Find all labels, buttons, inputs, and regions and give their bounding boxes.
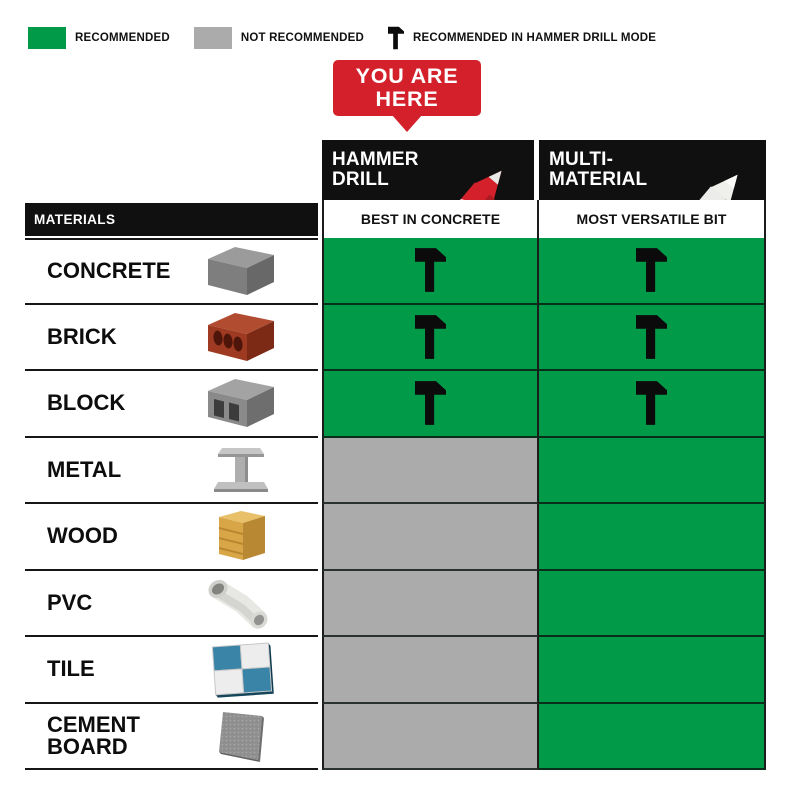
- cement-board-icon: [219, 711, 264, 762]
- material-row-cement-board: CEMENT BOARD: [25, 703, 318, 770]
- hammer-mode-icon: [636, 314, 667, 359]
- materials-header-row: MATERIALS: [25, 200, 318, 238]
- cell-wood-hammer-drill: [322, 504, 539, 571]
- material-label: TILE: [47, 656, 95, 682]
- legend: RECOMMENDED NOT RECOMMENDED RECOMMENDED …: [28, 26, 680, 50]
- material-row-block: BLOCK: [25, 371, 318, 438]
- material-row-brick: BRICK: [25, 304, 318, 371]
- cell-pvc-hammer-drill: [322, 570, 539, 637]
- hammer-mode-icon: [415, 248, 446, 293]
- not-recommended-swatch: [193, 27, 232, 49]
- wood-block-icon: [219, 511, 265, 561]
- cell-cement-board-hammer-drill: [322, 703, 539, 770]
- brick-icon: [208, 312, 274, 361]
- legend-label: RECOMMENDED: [75, 32, 170, 44]
- pvc-fitting-icon: [208, 579, 268, 629]
- cell-cement-board-multi-material: [539, 703, 766, 770]
- hammer-mode-icon: [415, 381, 446, 426]
- legend-item-recommended: RECOMMENDED: [28, 27, 170, 49]
- material-label: METAL: [47, 456, 122, 482]
- cell-tile-multi-material: [539, 637, 766, 704]
- material-row-metal: METAL: [25, 437, 318, 504]
- concrete-icon: [208, 247, 274, 296]
- i-beam-icon: [214, 447, 268, 492]
- legend-label: NOT RECOMMENDED: [240, 32, 364, 44]
- material-row-tile: TILE: [25, 637, 318, 704]
- you-are-here-label: YOU ARE HERE: [355, 64, 459, 111]
- cell-block-hammer-drill: [322, 371, 539, 438]
- cell-block-multi-material: [539, 371, 766, 438]
- cell-concrete-hammer-drill: [322, 238, 539, 305]
- tile-icon: [211, 642, 274, 698]
- legend-item-hammer-mode: RECOMMENDED IN HAMMER DRILL MODE: [387, 26, 657, 50]
- material-row-wood: WOOD: [25, 504, 318, 571]
- cell-wood-multi-material: [539, 504, 766, 571]
- material-label: BLOCK: [47, 390, 126, 416]
- material-label: CEMENT BOARD: [47, 711, 140, 759]
- multi-material-bit-image: [640, 174, 738, 200]
- cell-pvc-multi-material: [539, 570, 766, 637]
- material-label: PVC: [47, 589, 93, 615]
- hammer-mode-icon: [415, 314, 446, 359]
- cell-tile-hammer-drill: [322, 637, 539, 704]
- legend-label: RECOMMENDED IN HAMMER DRILL MODE: [412, 32, 657, 44]
- column-header-multi-material: MULTI-MATERIAL: [539, 140, 766, 200]
- column-title: MULTI-MATERIAL: [549, 148, 648, 190]
- material-label: BRICK: [47, 323, 117, 349]
- subtitle-multi-material: MOST VERSATILE BIT: [539, 200, 766, 238]
- material-label: WOOD: [47, 523, 118, 549]
- table-corner-spacer: [25, 140, 318, 200]
- hammer-icon: [387, 26, 404, 50]
- materials-header: MATERIALS: [25, 202, 318, 236]
- legend-item-not-recommended: NOT RECOMMENDED: [193, 27, 364, 49]
- material-row-pvc: PVC: [25, 570, 318, 637]
- cinder-block-icon: [208, 379, 274, 428]
- material-row-concrete: CONCRETE: [25, 238, 318, 305]
- column-title: HAMMER DRILL: [332, 148, 419, 190]
- hammer-mode-icon: [636, 248, 667, 293]
- you-are-here-badge: YOU ARE HERE: [333, 60, 481, 132]
- cell-brick-multi-material: [539, 304, 766, 371]
- material-label: CONCRETE: [47, 258, 171, 284]
- column-header-hammer-drill: HAMMER DRILL: [322, 140, 534, 200]
- hammer-mode-icon: [636, 381, 667, 426]
- hammer-drill-bit-image: [404, 170, 502, 200]
- cell-metal-multi-material: [539, 437, 766, 504]
- recommended-swatch: [28, 27, 66, 49]
- cell-brick-hammer-drill: [322, 304, 539, 371]
- subtitle-hammer-drill: BEST IN CONCRETE: [322, 200, 539, 238]
- cell-metal-hammer-drill: [322, 437, 539, 504]
- cell-concrete-multi-material: [539, 238, 766, 305]
- down-arrow-icon: [392, 115, 422, 132]
- comparison-table: HAMMER DRILL MULTI-MATERIAL: [25, 140, 766, 770]
